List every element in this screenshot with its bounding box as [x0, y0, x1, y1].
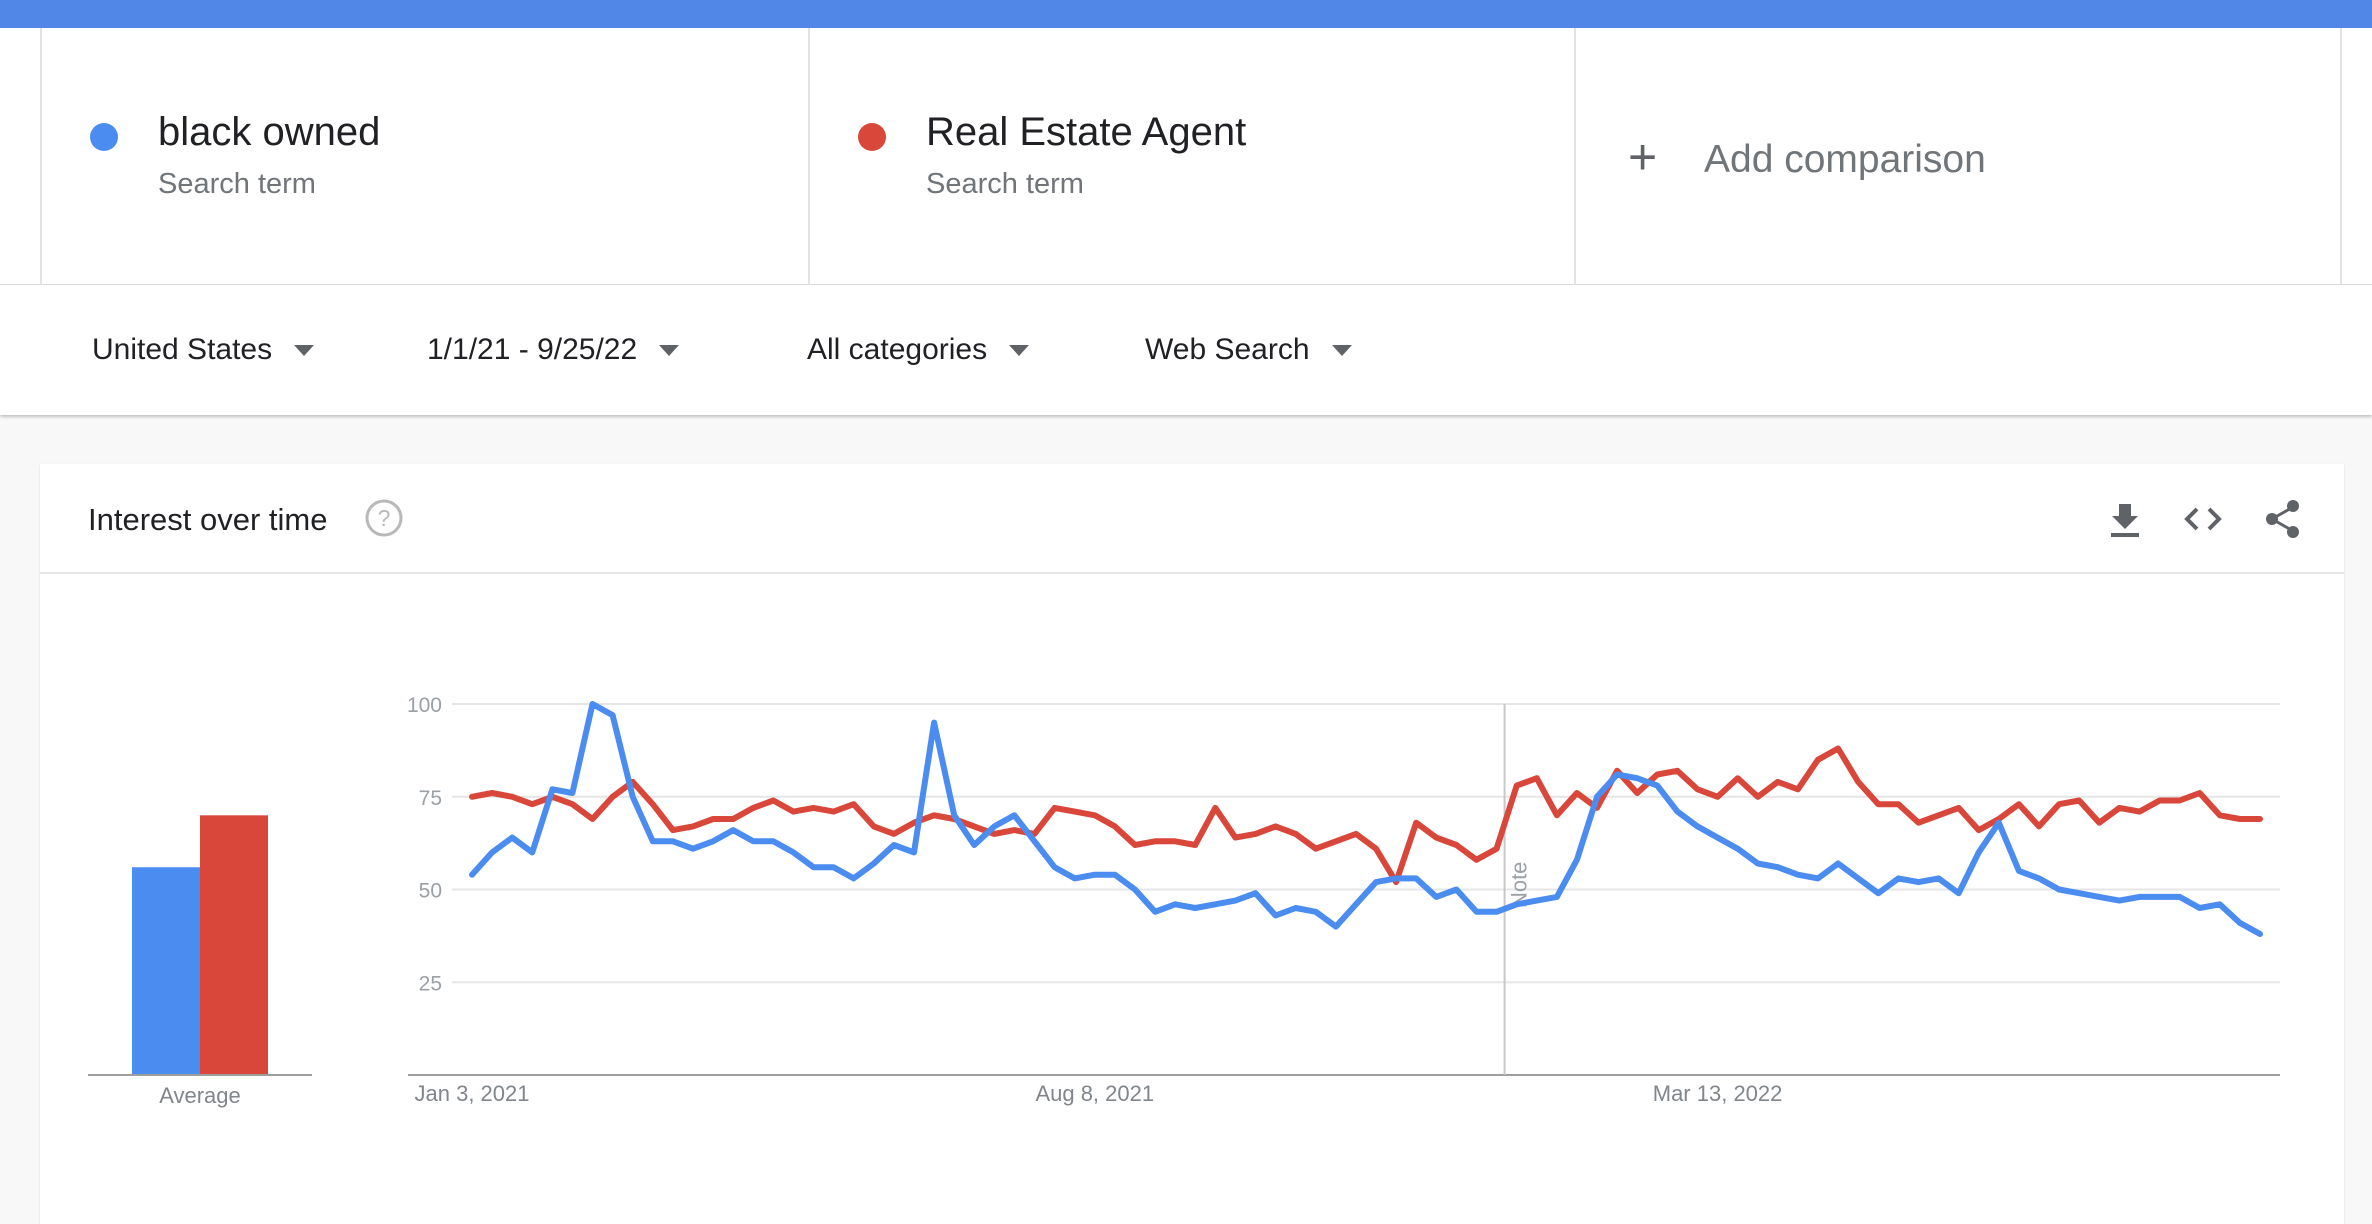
- term-card-black-owned[interactable]: black owned Search term: [40, 28, 808, 285]
- card-header: Interest over time ?: [40, 464, 2344, 574]
- svg-text:?: ?: [378, 505, 391, 531]
- x-axis-ticks: Jan 3, 2021 Aug 8, 2021 Mar 13, 2022: [415, 1081, 1783, 1106]
- y-tick-label: 75: [419, 787, 442, 810]
- caret-down-icon: [659, 344, 680, 356]
- card-title: Interest over time: [88, 502, 328, 537]
- add-comparison-button[interactable]: + Add comparison: [1574, 28, 2342, 285]
- average-bar-black-owned: [132, 867, 200, 1075]
- caret-down-icon: [1009, 344, 1030, 356]
- date-range-value: 1/1/21 - 9/25/22: [427, 333, 638, 366]
- series-line-real-estate-agent: [469, 745, 2263, 886]
- y-tick-label: 100: [407, 694, 442, 717]
- comparison-terms-bar: black owned Search term Real Estate Agen…: [0, 28, 2372, 285]
- chart-gridlines: [408, 703, 2280, 1076]
- term-color-dot: [858, 123, 886, 151]
- interest-over-time-card: Interest over time ? Average 100 75 50 25 J…: [40, 464, 2344, 1224]
- y-tick-label: 50: [419, 880, 442, 903]
- term-card-real-estate-agent[interactable]: Real Estate Agent Search term: [808, 28, 1574, 285]
- average-bar-real-estate-agent: [200, 815, 268, 1075]
- top-bar: [0, 0, 2372, 28]
- search-type-value: Web Search: [1145, 333, 1310, 366]
- category-dropdown[interactable]: All categories: [807, 333, 1030, 367]
- series-line-black-owned: [469, 701, 2263, 937]
- x-tick-label: Aug 8, 2021: [1035, 1081, 1154, 1106]
- term-name[interactable]: Real Estate Agent: [926, 110, 1247, 154]
- x-tick-label: Jan 3, 2021: [415, 1081, 530, 1106]
- share-icon[interactable]: [2262, 498, 2304, 540]
- term-type-label: Search term: [158, 168, 316, 200]
- filter-bar: United States 1/1/21 - 9/25/22 All categ…: [0, 285, 2372, 415]
- region-value: United States: [92, 333, 273, 366]
- add-comparison-label: Add comparison: [1704, 138, 1986, 181]
- help-icon[interactable]: ?: [364, 498, 404, 538]
- caret-down-icon: [294, 344, 315, 356]
- category-value: All categories: [807, 333, 988, 366]
- chart-series: [469, 701, 2263, 937]
- term-type-label: Search term: [926, 168, 1084, 200]
- y-axis-ticks: 100 75 50 25: [407, 694, 442, 995]
- average-label: Average: [159, 1083, 241, 1108]
- region-dropdown[interactable]: United States: [92, 333, 315, 367]
- plus-icon: +: [1628, 129, 1658, 185]
- term-color-dot: [90, 123, 118, 151]
- date-range-dropdown[interactable]: 1/1/21 - 9/25/22: [427, 333, 680, 367]
- caret-down-icon: [1331, 344, 1352, 356]
- download-icon[interactable]: [2104, 498, 2146, 540]
- average-bar-chart: Average: [88, 815, 312, 1108]
- interest-over-time-chart: Average 100 75 50 25 Jan 3, 2021 Aug 8, 2021…: [88, 694, 2280, 1108]
- note-marker: Note: [1503, 704, 1532, 1075]
- y-tick-label: 25: [419, 972, 442, 995]
- search-type-dropdown[interactable]: Web Search: [1145, 333, 1352, 367]
- term-name[interactable]: black owned: [158, 110, 381, 154]
- embed-icon[interactable]: [2182, 498, 2224, 540]
- x-tick-label: Mar 13, 2022: [1653, 1081, 1783, 1106]
